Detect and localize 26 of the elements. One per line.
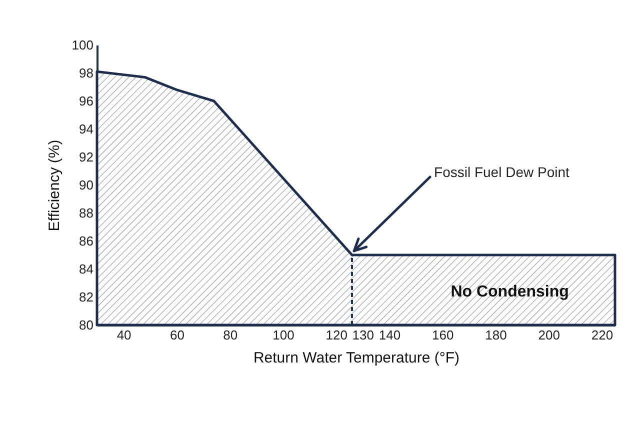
x-tick-label: 100 bbox=[272, 328, 294, 342]
x-tick-label: 160 bbox=[432, 328, 454, 342]
y-tick-label: 80 bbox=[79, 318, 94, 332]
y-tick-label: 94 bbox=[79, 122, 94, 136]
y-tick-label: 90 bbox=[79, 178, 94, 192]
x-tick-label: 130 bbox=[352, 328, 374, 342]
y-axis-title: Efficiency (%) bbox=[46, 140, 63, 232]
x-axis-title: Return Water Temperature (°F) bbox=[253, 350, 460, 366]
annotation: Fossil Fuel Dew Point bbox=[434, 164, 570, 180]
x-tick-label: 140 bbox=[378, 328, 401, 342]
x-tick-label: 40 bbox=[116, 328, 132, 342]
x-tick-label: 220 bbox=[591, 328, 614, 342]
x-tick-label: 200 bbox=[538, 328, 560, 342]
x-tick-label: 60 bbox=[170, 328, 184, 342]
y-tick-label: 96 bbox=[79, 94, 94, 108]
y-tick-label: 92 bbox=[79, 150, 94, 164]
y-tick-label: 82 bbox=[79, 290, 94, 304]
x-tick-label: 80 bbox=[223, 328, 238, 342]
y-tick-label: 98 bbox=[79, 66, 94, 80]
y-tick-label: 86 bbox=[79, 234, 94, 248]
annotation: No Condensing bbox=[450, 283, 569, 300]
x-tick-label: 180 bbox=[485, 328, 507, 342]
x-tick-label: 120 bbox=[326, 328, 348, 342]
y-tick-label: 84 bbox=[79, 262, 94, 276]
y-tick-label: 88 bbox=[79, 206, 94, 220]
y-tick-label: 100 bbox=[72, 38, 94, 52]
